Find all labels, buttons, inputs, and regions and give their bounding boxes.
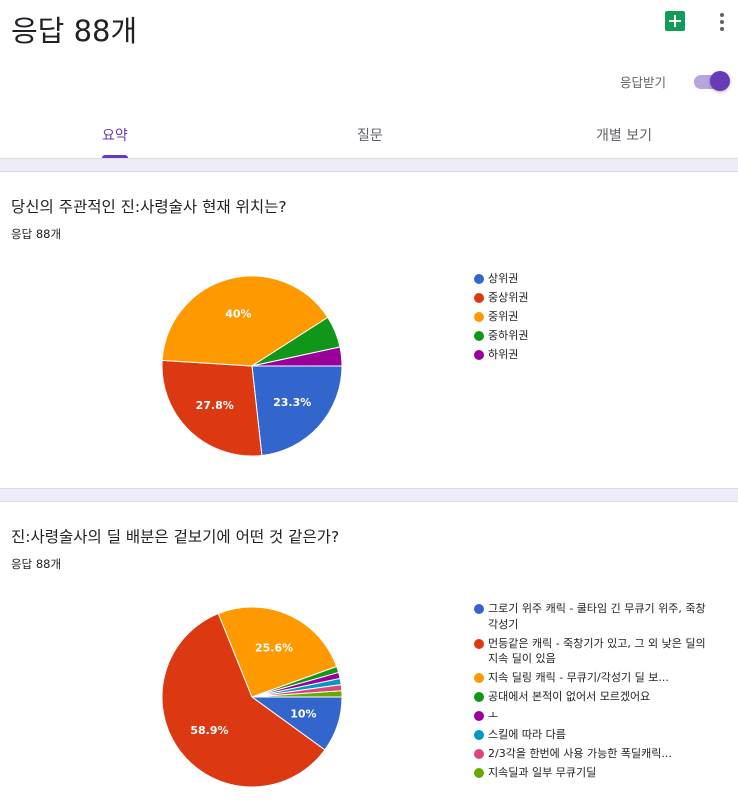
legend-swatch	[474, 604, 484, 614]
legend-swatch	[474, 749, 484, 759]
legend-label: 스킬에 따라 다름	[488, 728, 566, 741]
legend-swatch	[474, 730, 484, 740]
legend-swatch	[474, 312, 484, 322]
question-title: 당신의 주관적인 진:사령술사 현재 위치는?	[11, 198, 287, 216]
legend-label: ㅗ	[488, 709, 499, 722]
legend-item: 중위권	[474, 309, 714, 325]
slice-label: 23.3%	[273, 396, 311, 409]
legend-swatch	[474, 711, 484, 721]
legend-item: 중하위권	[474, 328, 714, 344]
legend-swatch	[474, 293, 484, 303]
section-divider	[0, 158, 738, 172]
legend-label: 하위권	[488, 348, 519, 361]
legend-label: 중하위권	[488, 329, 529, 342]
legend-label: 공대에서 본적이 없어서 모르겠어요	[488, 690, 651, 703]
page-title: 응답 88개	[11, 14, 138, 48]
legend-item: 중상위권	[474, 290, 714, 306]
tab-individual[interactable]: 개별 보기	[596, 128, 652, 144]
legend-label: 중위권	[488, 310, 519, 323]
section-divider	[0, 488, 738, 502]
legend-label: 중상위권	[488, 291, 529, 304]
legend-swatch	[474, 331, 484, 341]
legend-item: 하위권	[474, 347, 714, 363]
pie-slice[interactable]	[251, 346, 343, 367]
slice-label: 25.6%	[255, 642, 293, 655]
pie-slice[interactable]	[161, 359, 263, 457]
legend-label: 2/3각을 한번에 사용 가능한 폭딜캐릭...	[488, 747, 672, 760]
legend-swatch	[474, 768, 484, 778]
response-count: 응답 88개	[11, 227, 62, 241]
google-sheets-icon[interactable]	[665, 11, 685, 31]
legend-swatch	[474, 274, 484, 284]
more-vert-icon[interactable]	[712, 10, 732, 34]
slice-label: 58.9%	[190, 724, 228, 737]
legend-item: ㅗ	[474, 708, 714, 724]
accept-responses-toggle[interactable]	[694, 71, 730, 93]
legend-label: 지속 딜링 캐릭 - 무큐기/각성기 딜 보...	[488, 671, 669, 684]
response-count: 응답 88개	[11, 557, 62, 571]
pie-chart: 10% 58.9% 25.6%	[161, 606, 343, 788]
legend-item: 공대에서 본적이 없어서 모르겠어요	[474, 689, 714, 705]
legend-label: 그로기 위주 캐릭 - 쿨타임 긴 무큐기 위주, 죽창 각성기	[488, 602, 706, 631]
slice-label: 40%	[225, 308, 251, 321]
legend-swatch	[474, 692, 484, 702]
legend-item: 2/3각을 한번에 사용 가능한 폭딜캐릭...	[474, 746, 714, 762]
summary-header: 응답 88개 응답받기 요약 질문 개별 보기	[0, 0, 738, 160]
question-title: 진:사령술사의 딜 배분은 겉보기에 어떤 것 같은가?	[11, 528, 340, 546]
legend-item: 스킬에 따라 다름	[474, 727, 714, 743]
slice-label: 10%	[290, 708, 316, 721]
legend-label: 먼등같은 캐릭 - 죽창기가 있고, 그 외 낮은 딜의 지속 딜이 있음	[488, 636, 706, 666]
pie-chart: 23.3% 27.8% 40%	[161, 275, 343, 457]
accept-responses-label: 응답받기	[620, 75, 667, 90]
tab-summary[interactable]: 요약	[102, 128, 128, 144]
legend-item: 먼등같은 캐릭 - 죽창기가 있고, 그 외 낮은 딜의 지속 딜이 있음	[474, 636, 714, 667]
legend-swatch	[474, 350, 484, 360]
legend-item: 지속딜과 일부 무큐기딜	[474, 765, 714, 781]
tab-questions[interactable]: 질문	[357, 128, 383, 144]
question-card-2: 진:사령술사의 딜 배분은 겉보기에 어떤 것 같은가? 응답 88개 10% 5…	[0, 502, 738, 807]
active-tab-indicator	[102, 155, 128, 159]
pie-slice[interactable]	[161, 612, 326, 788]
legend-item: 상위권	[474, 271, 714, 287]
pie-slice[interactable]	[251, 690, 343, 698]
legend-item: 그로기 위주 캐릭 - 쿨타임 긴 무큐기 위주, 죽창 각성기	[474, 601, 714, 632]
slice-label: 27.8%	[196, 399, 234, 412]
legend-label: 지속딜과 일부 무큐기딜	[488, 766, 597, 779]
question-card-1: 당신의 주관적인 진:사령술사 현재 위치는? 응답 88개 23.3% 27.8…	[0, 172, 738, 488]
legend-label: 상위권	[488, 272, 519, 285]
pie-slice[interactable]	[217, 606, 338, 698]
legend-swatch	[474, 638, 484, 649]
legend-swatch	[474, 673, 484, 683]
pie-slice[interactable]	[251, 365, 343, 457]
legend-item: 지속 딜링 캐릭 - 무큐기/각성기 딜 보...	[474, 670, 714, 686]
